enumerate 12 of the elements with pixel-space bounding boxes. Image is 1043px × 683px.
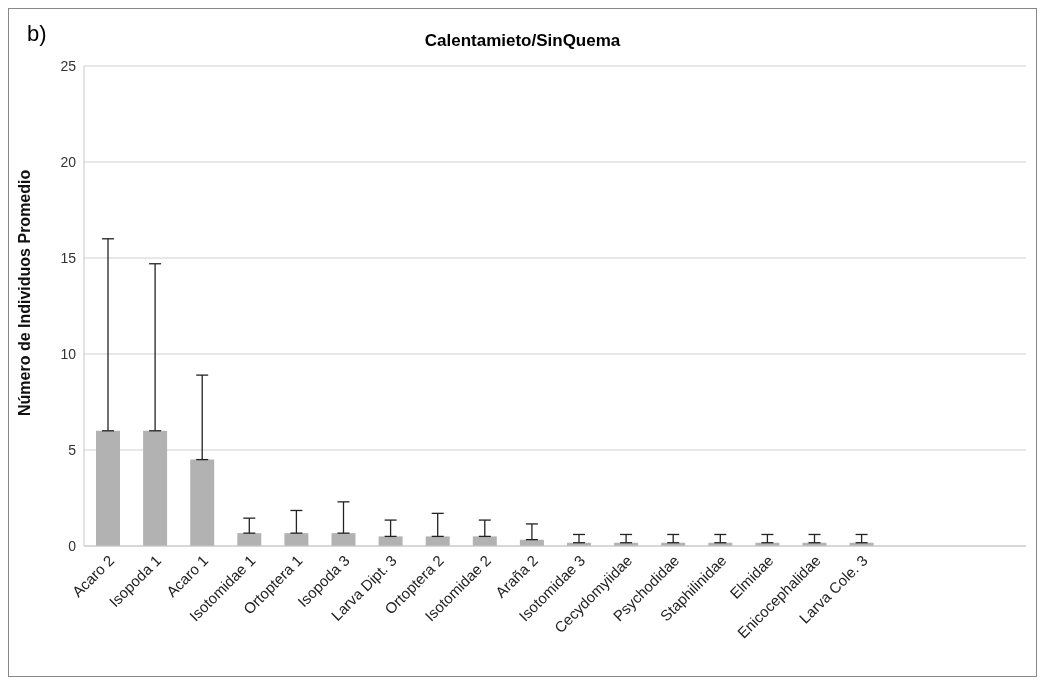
y-tick-label: 0 — [68, 537, 77, 554]
bar — [190, 459, 215, 546]
chart-title: Calentamieto/SinQuema — [424, 31, 621, 50]
y-axis-title: Número de Individuos Promedio — [15, 169, 33, 416]
y-tick-label: 5 — [68, 441, 77, 458]
y-tick-label: 10 — [60, 345, 77, 362]
y-tick-label: 25 — [60, 57, 77, 74]
text: b) — [27, 21, 47, 47]
y-tick-label: 15 — [60, 249, 77, 266]
y-tick-label: 20 — [60, 153, 77, 170]
bar — [143, 430, 168, 546]
bar — [96, 430, 120, 546]
